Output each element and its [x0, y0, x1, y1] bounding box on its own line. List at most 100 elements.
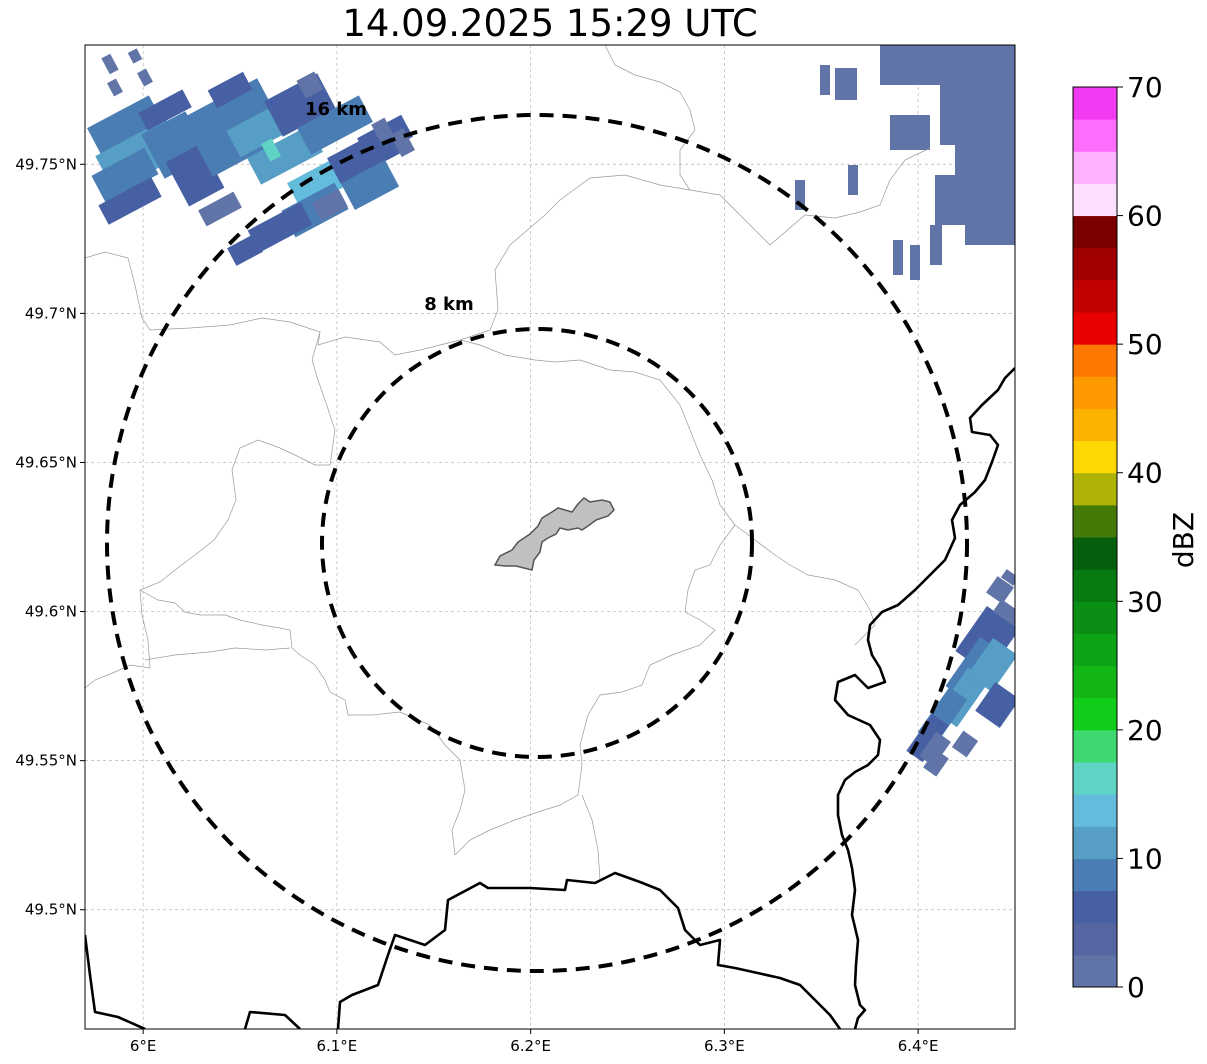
- radar-echo-cell: [127, 48, 143, 64]
- colorbar-segment: [1073, 729, 1117, 763]
- radar-echo-cell: [951, 730, 979, 758]
- radar-echo-cell: [137, 68, 153, 87]
- radar-echo-cell: [247, 202, 313, 253]
- radar-echo-cell: [198, 191, 242, 227]
- radar-echo-cell: [297, 95, 373, 155]
- y-tick-label: 49.55°N: [15, 752, 77, 770]
- radar-echo-northeast: [795, 45, 1015, 280]
- radar-echo-cell: [207, 71, 253, 109]
- radar-echo-cell: [935, 175, 1015, 225]
- radar-echo-cell: [923, 749, 949, 777]
- range-ring-label-8km: 8 km: [424, 294, 474, 315]
- radar-echo-cell: [965, 220, 1015, 245]
- colorbar-segment: [1073, 601, 1117, 634]
- radar-echo-cell: [227, 234, 263, 266]
- radar-echo-cell: [906, 713, 949, 763]
- y-tick-label: 49.65°N: [15, 453, 77, 471]
- radar-echo-cell: [890, 115, 930, 150]
- colorbar-tick-label: 70: [1127, 71, 1163, 104]
- municipal-boundaries: [85, 45, 931, 881]
- y-tick-label: 49.5°N: [25, 901, 77, 919]
- gridlines: [85, 45, 1015, 1029]
- colorbar-segment: [1073, 794, 1117, 827]
- radar-echo-cell: [340, 160, 400, 210]
- y-tick-label: 49.75°N: [15, 155, 77, 173]
- colorbar-segment: [1073, 569, 1117, 602]
- colorbar-segment: [1073, 215, 1117, 249]
- colorbar-tick-label: 0: [1127, 971, 1145, 1004]
- radar-echo-cell: [312, 189, 348, 221]
- colorbar-tick-label: 50: [1127, 328, 1163, 361]
- radar-echo-cell: [91, 147, 159, 203]
- colorbar: 0 10 20 30 40 50 60 70: [1072, 71, 1163, 1004]
- radar-echo-northwest: [87, 48, 415, 266]
- radar-echo-cell: [893, 240, 903, 275]
- colorbar-segment: [1073, 119, 1117, 152]
- colorbar-segment: [1073, 826, 1117, 859]
- colorbar-segment: [1073, 762, 1117, 795]
- colorbar-tick-label: 60: [1127, 200, 1163, 233]
- radar-site-polygon: [493, 497, 615, 571]
- x-tick-label: 6.4°E: [898, 1037, 939, 1055]
- radar-echo-cell: [795, 180, 805, 210]
- colorbar-segment: [1073, 633, 1117, 667]
- radar-echo-cell: [986, 576, 1014, 604]
- radar-echo-cell: [371, 117, 394, 143]
- map-frame: [84, 44, 1016, 1030]
- colorbar-segment: [1073, 151, 1117, 184]
- radar-echo-cell: [820, 65, 830, 95]
- radar-echo-cell: [930, 225, 942, 265]
- radar-echo-cell: [138, 89, 192, 131]
- radar-echo-cell: [296, 71, 324, 99]
- radar-echo-cell: [1000, 60, 1015, 100]
- colorbar-segment: [1073, 890, 1117, 924]
- colorbar-segment: [1073, 87, 1117, 120]
- colorbar-segment: [1073, 440, 1117, 474]
- range-rings: [105, 113, 969, 973]
- colorbar-segment: [1073, 858, 1117, 892]
- colorbar-tick-label: 30: [1127, 585, 1163, 618]
- map-panel: 8 km 16 km: [85, 45, 1015, 1029]
- colorbar-segment: [1073, 697, 1117, 731]
- radar-echo-cell: [975, 682, 1015, 728]
- radar-echo-cell: [101, 53, 119, 75]
- colorbar-segment: [1073, 312, 1117, 345]
- colorbar-segment: [1073, 665, 1117, 699]
- colorbar-segment: [1073, 954, 1117, 988]
- x-tick-label: 6.2°E: [510, 1037, 551, 1055]
- radar-echo-cell: [835, 68, 857, 100]
- national-border: [85, 367, 1015, 1029]
- colorbar-segment: [1073, 183, 1117, 217]
- x-axis: 6°E 6.1°E 6.2°E 6.3°E 6.4°E: [130, 1029, 939, 1055]
- radar-echo-cell: [98, 177, 162, 225]
- y-axis: 49.75°N 49.7°N 49.65°N 49.6°N 49.55°N 49.5°N: [15, 155, 85, 919]
- colorbar-tick-label: 40: [1127, 457, 1163, 490]
- map-title: 14.09.2025 15:29 UTC: [342, 2, 758, 45]
- colorbar-tick-label: 20: [1127, 714, 1163, 747]
- colorbar-segment: [1073, 922, 1117, 956]
- colorbar-frame: [1072, 86, 1118, 988]
- radar-echo-cell: [165, 143, 225, 207]
- range-ring-8km: [320, 327, 754, 759]
- colorbar-segment: [1073, 279, 1117, 313]
- radar-echo-cell: [880, 45, 1015, 85]
- radar-echo-cell: [919, 731, 951, 767]
- y-tick-label: 49.7°N: [25, 304, 77, 322]
- radar-echo-cell: [955, 140, 1015, 180]
- x-tick-label: 6.3°E: [704, 1037, 745, 1055]
- range-ring-label-16km: 16 km: [305, 99, 367, 120]
- radar-echo-cell: [910, 245, 920, 280]
- x-tick-label: 6.1°E: [316, 1037, 357, 1055]
- colorbar-segment: [1073, 376, 1117, 409]
- radar-echo-cell: [186, 78, 274, 147]
- radar-echo-cell: [261, 138, 281, 162]
- colorbar-segment: [1073, 537, 1117, 570]
- y-tick-label: 49.6°N: [25, 603, 77, 621]
- colorbar-tick-label: 10: [1127, 842, 1163, 875]
- x-tick-label: 6°E: [130, 1037, 157, 1055]
- colorbar-segment: [1073, 472, 1117, 506]
- radar-echo-cell: [390, 127, 415, 158]
- radar-echo-cell: [107, 78, 123, 97]
- colorbar-label: dBZ: [1167, 512, 1200, 568]
